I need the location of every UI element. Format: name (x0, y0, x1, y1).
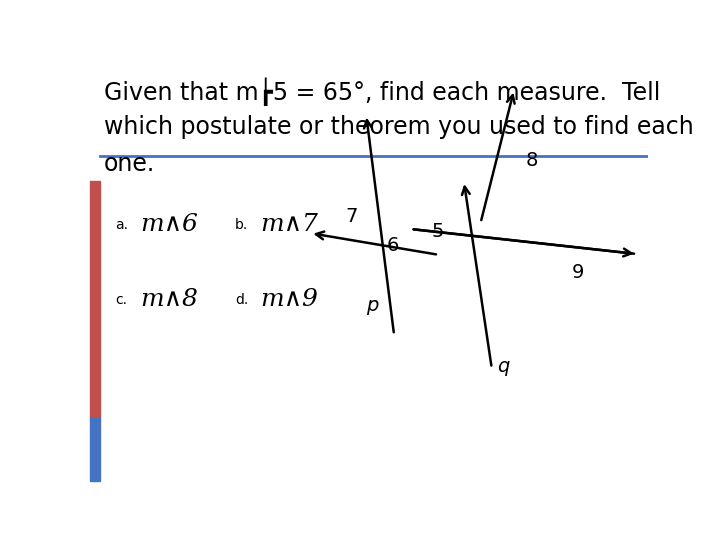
Bar (90, 418, 100, 481)
Bar (90, 181, 100, 418)
Text: m∧6: m∧6 (140, 213, 198, 237)
Text: one.: one. (104, 152, 156, 176)
Text: c.: c. (115, 293, 127, 307)
Text: m∧7: m∧7 (260, 213, 318, 237)
Text: b.: b. (235, 218, 248, 232)
Text: 7: 7 (345, 207, 357, 226)
Text: 5: 5 (432, 221, 444, 241)
Text: m∧8: m∧8 (140, 288, 198, 311)
Text: 8: 8 (526, 151, 538, 170)
Text: d.: d. (235, 293, 248, 307)
Text: Given that m┢5 = 65°, find each measure.  Tell: Given that m┢5 = 65°, find each measure.… (104, 77, 660, 106)
Text: p: p (366, 296, 378, 315)
Text: which postulate or theorem you used to find each: which postulate or theorem you used to f… (104, 114, 693, 139)
Text: a.: a. (115, 218, 128, 232)
Text: m∧9: m∧9 (260, 288, 318, 311)
Text: 9: 9 (572, 263, 585, 282)
Text: q: q (497, 357, 509, 376)
Text: 6: 6 (387, 236, 399, 255)
